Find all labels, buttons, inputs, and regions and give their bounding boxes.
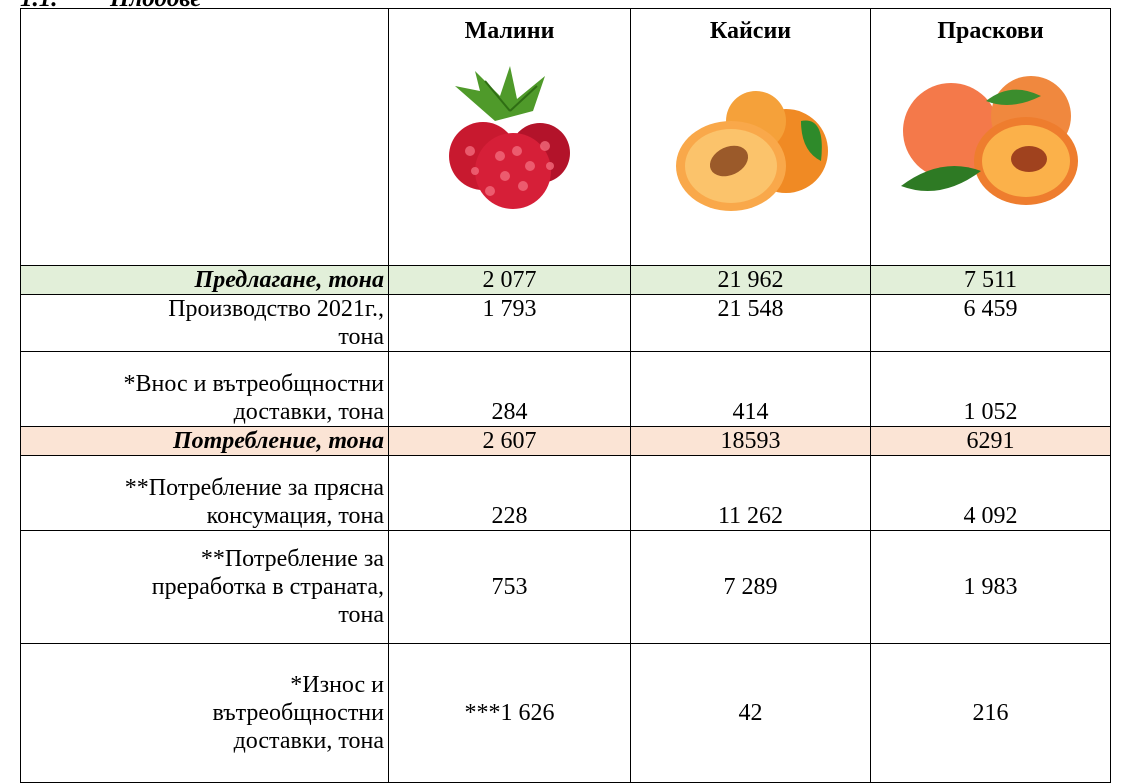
peach-image <box>900 76 1078 205</box>
value-cell: 1 793 <box>388 294 631 352</box>
value-cell: 1 052 <box>870 351 1111 427</box>
label-line: преработка в страната, <box>151 574 384 600</box>
table-row: *Износ и вътреобщностни доставки, тона ***1… <box>20 643 1111 783</box>
label-line: Предлагане, тона <box>194 267 384 293</box>
label-line: *Износ и <box>290 672 384 698</box>
column-header: Малини <box>388 8 631 266</box>
value-cell: 4 092 <box>870 455 1111 531</box>
value-cell: 6 459 <box>870 294 1111 352</box>
value-cell: 414 <box>630 351 871 427</box>
row-label: *Износ и вътреобщностни доставки, тона <box>20 643 389 783</box>
table-row: **Потребление за преработка в страната, то… <box>20 530 1111 644</box>
label-line: *Внос и вътреобщностни <box>123 371 384 397</box>
row-label: Потребление, тона <box>20 426 389 456</box>
column-name: Кайсии <box>709 18 792 44</box>
row-label: **Потребление за преработка в страната, то… <box>20 530 389 644</box>
value-cell: 42 <box>630 643 871 783</box>
column-header: Кайсии <box>630 8 871 266</box>
value-cell: 284 <box>388 351 631 427</box>
row-label: Производство 2021г., тона <box>20 294 389 352</box>
label-line: **Потребление за прясна <box>124 475 384 501</box>
table-row: Производство 2021г., тона 1 793 21 548 6 459 <box>20 294 1111 352</box>
column-header: Праскови <box>870 8 1111 266</box>
value-cell: 18593 <box>630 426 871 456</box>
raspberry-image <box>448 66 570 209</box>
value-cell: 2 077 <box>388 265 631 295</box>
value-cell: 228 <box>388 455 631 531</box>
apricot-image <box>675 91 828 211</box>
value-cell: 7 289 <box>630 530 871 644</box>
table-row: **Потребление за прясна консумация, тона 2… <box>20 455 1111 531</box>
header-row: Малини Кайсии <box>20 8 1111 266</box>
label-line: консумация, тона <box>206 503 384 529</box>
row-label: *Внос и вътреобщностни доставки, тона <box>20 351 389 427</box>
label-line: тона <box>338 602 384 628</box>
fruit-table: Малини Кайсии <box>20 8 1111 783</box>
row-label: **Потребление за прясна консумация, тона <box>20 455 389 531</box>
label-line: доставки, тона <box>233 728 384 754</box>
value-cell: 7 511 <box>870 265 1111 295</box>
value-cell: 11 262 <box>630 455 871 531</box>
column-name: Малини <box>464 18 555 44</box>
value-cell: 1 983 <box>870 530 1111 644</box>
label-line: вътреобщностни <box>212 700 384 726</box>
label-line: **Потребление за <box>200 546 384 572</box>
empty-header <box>20 8 389 266</box>
table-row: *Внос и вътреобщностни доставки, тона 284 4… <box>20 351 1111 427</box>
table-row: Потребление, тона 2 607 18593 6291 <box>20 426 1111 456</box>
value-cell: 21 962 <box>630 265 871 295</box>
label-line: тона <box>338 324 384 350</box>
label-line: Потребление, тона <box>172 428 384 454</box>
label-line: Производство 2021г., <box>168 296 384 322</box>
value-cell: 6291 <box>870 426 1111 456</box>
column-name: Праскови <box>937 18 1044 44</box>
value-cell: 21 548 <box>630 294 871 352</box>
value-cell: 2 607 <box>388 426 631 456</box>
label-line: доставки, тона <box>233 399 384 425</box>
row-label: Предлагане, тона <box>20 265 389 295</box>
value-cell: 753 <box>388 530 631 644</box>
value-cell: ***1 626 <box>388 643 631 783</box>
value-cell: 216 <box>870 643 1111 783</box>
table-row: Предлагане, тона 2 077 21 962 7 511 <box>20 265 1111 295</box>
